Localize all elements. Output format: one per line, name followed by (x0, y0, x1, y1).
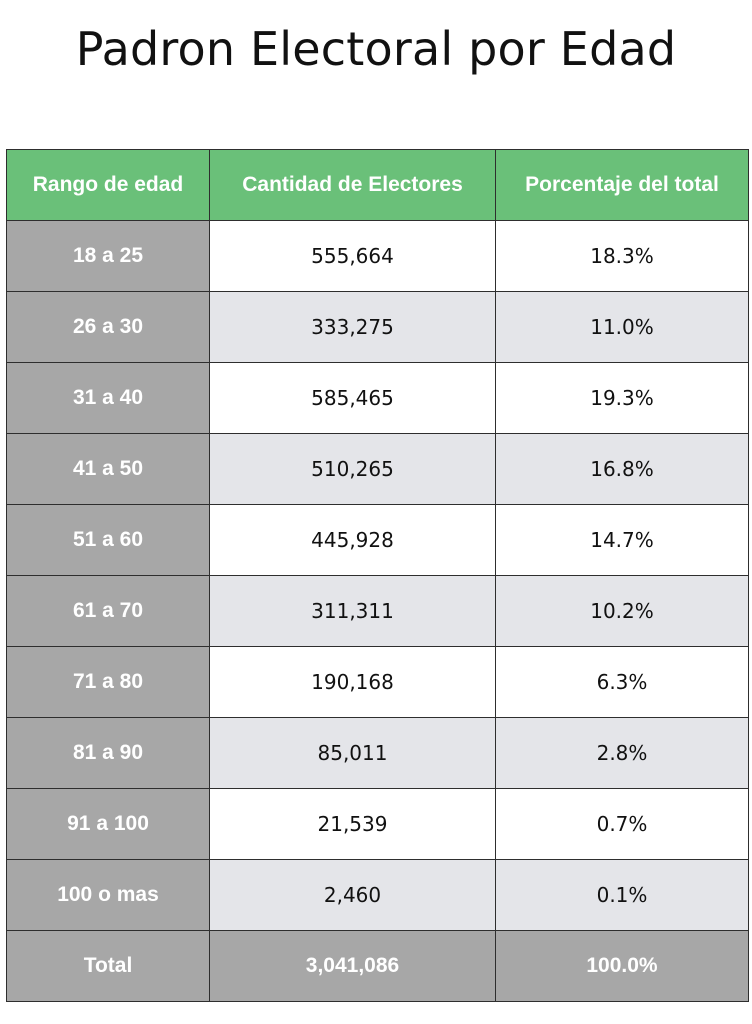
voter-count-cell: 21,539 (209, 788, 496, 860)
table-row: 81 a 90 85,011 2.8% (6, 717, 749, 789)
table-row: 61 a 70 311,311 10.2% (6, 575, 749, 647)
table-row: 41 a 50 510,265 16.8% (6, 433, 749, 505)
age-range-cell: 26 a 30 (6, 291, 210, 363)
percent-cell: 16.8% (495, 433, 749, 505)
age-range-cell: 18 a 25 (6, 220, 210, 292)
voter-count-cell: 2,460 (209, 859, 496, 931)
header-percent-total: Porcentaje del total (495, 149, 749, 221)
age-range-cell: 51 a 60 (6, 504, 210, 576)
header-row: Rango de edad Cantidad de Electores Porc… (6, 149, 749, 221)
percent-cell: 19.3% (495, 362, 749, 434)
total-row: Total 3,041,086 100.0% (6, 930, 749, 1002)
voter-count-cell: 190,168 (209, 646, 496, 718)
table-row: 71 a 80 190,168 6.3% (6, 646, 749, 718)
voter-count-cell: 85,011 (209, 717, 496, 789)
percent-cell: 0.1% (495, 859, 749, 931)
age-range-cell: 71 a 80 (6, 646, 210, 718)
table-row: 91 a 100 21,539 0.7% (6, 788, 749, 860)
electoral-table: Rango de edad Cantidad de Electores Porc… (6, 149, 749, 1002)
voter-count-cell: 311,311 (209, 575, 496, 647)
table-row: 100 o mas 2,460 0.1% (6, 859, 749, 931)
age-range-cell: 100 o mas (6, 859, 210, 931)
voter-count-cell: 555,664 (209, 220, 496, 292)
total-percent-cell: 100.0% (495, 930, 749, 1002)
percent-cell: 18.3% (495, 220, 749, 292)
header-age-range: Rango de edad (6, 149, 210, 221)
table-row: 31 a 40 585,465 19.3% (6, 362, 749, 434)
age-range-cell: 91 a 100 (6, 788, 210, 860)
total-label-cell: Total (6, 930, 210, 1002)
age-range-cell: 31 a 40 (6, 362, 210, 434)
percent-cell: 2.8% (495, 717, 749, 789)
age-range-cell: 41 a 50 (6, 433, 210, 505)
age-range-cell: 81 a 90 (6, 717, 210, 789)
percent-cell: 10.2% (495, 575, 749, 647)
percent-cell: 0.7% (495, 788, 749, 860)
percent-cell: 6.3% (495, 646, 749, 718)
table-title: Padron Electoral por Edad (75, 22, 677, 76)
percent-cell: 11.0% (495, 291, 749, 363)
table-row: 18 a 25 555,664 18.3% (6, 220, 749, 292)
voter-count-cell: 445,928 (209, 504, 496, 576)
table-row: 51 a 60 445,928 14.7% (6, 504, 749, 576)
age-range-cell: 61 a 70 (6, 575, 210, 647)
voter-count-cell: 585,465 (209, 362, 496, 434)
header-voter-count: Cantidad de Electores (209, 149, 496, 221)
voter-count-cell: 510,265 (209, 433, 496, 505)
voter-count-cell: 333,275 (209, 291, 496, 363)
table-row: 26 a 30 333,275 11.0% (6, 291, 749, 363)
total-count-cell: 3,041,086 (209, 930, 496, 1002)
percent-cell: 14.7% (495, 504, 749, 576)
